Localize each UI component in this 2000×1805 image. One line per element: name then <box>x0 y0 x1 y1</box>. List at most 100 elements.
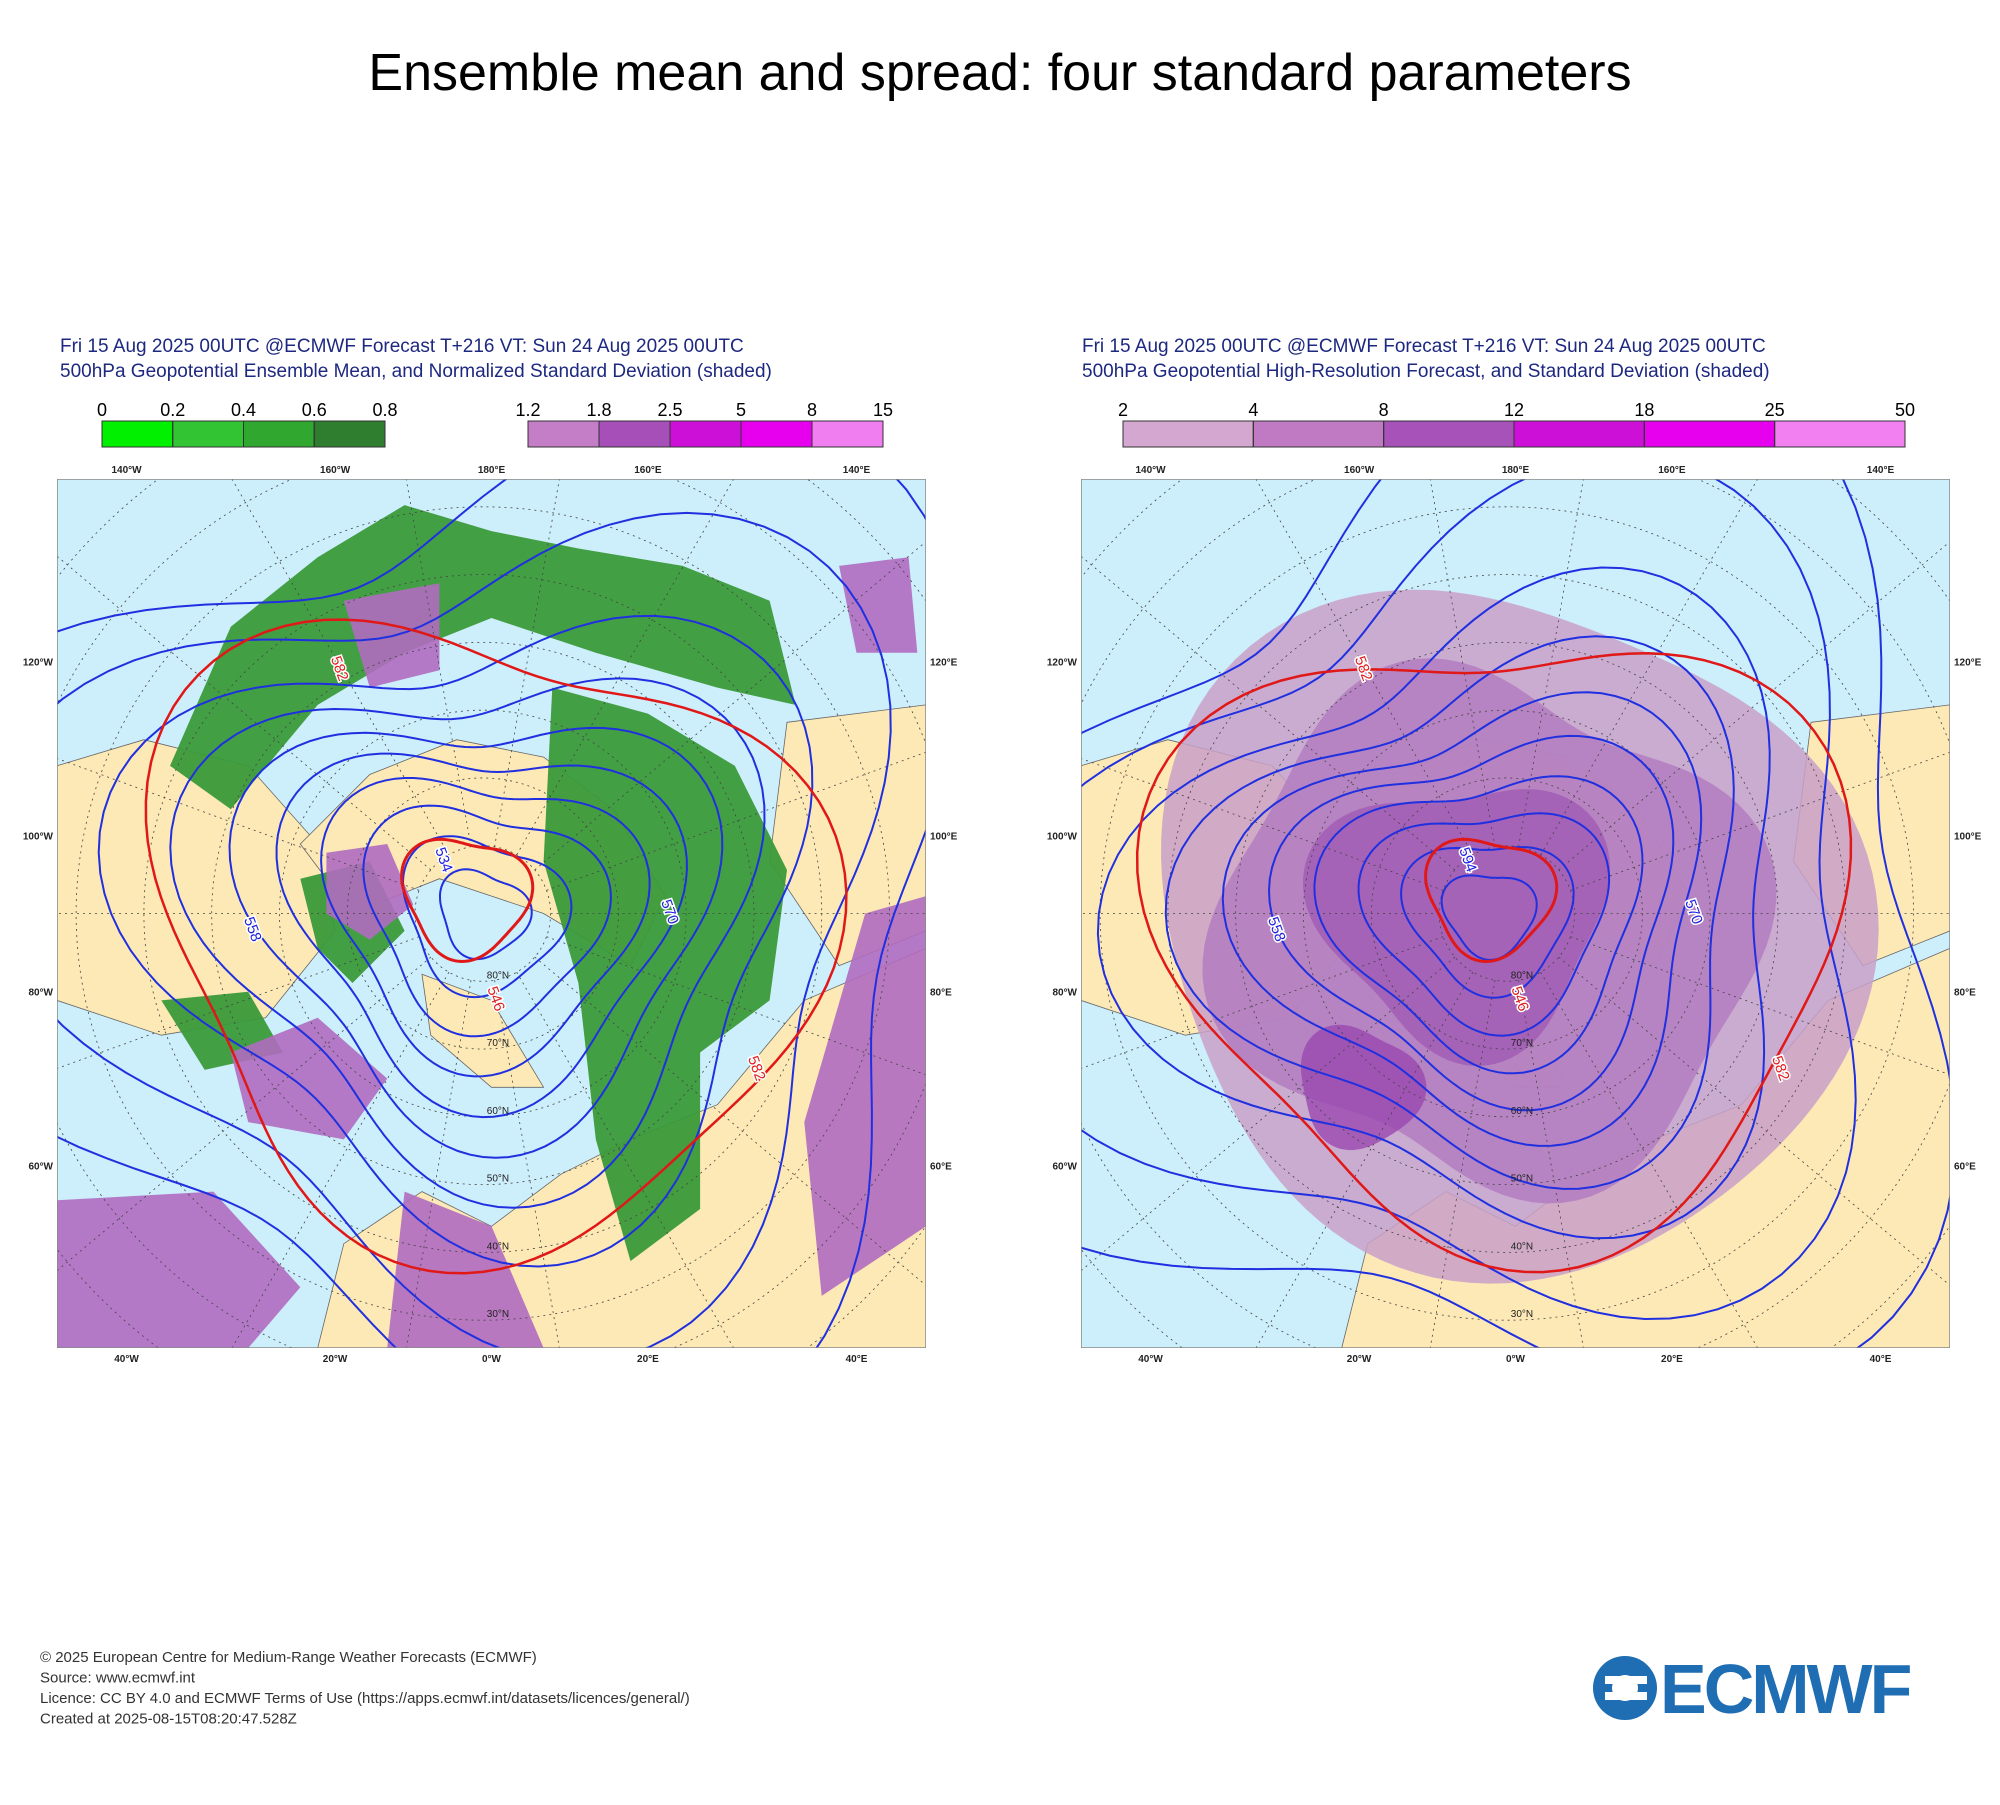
longitude-label: 140°W <box>111 465 142 476</box>
colorbar-tick-label: 15 <box>873 400 893 420</box>
latitude-circle <box>1099 506 1914 1321</box>
map: 58257055854659458280°N70°N60°N50°N40°N30… <box>1081 479 1950 1388</box>
footer-line: © 2025 European Centre for Medium-Range … <box>40 1649 537 1666</box>
meridian <box>57 956 432 1272</box>
longitude-label: 80°W <box>1052 988 1077 999</box>
meridian <box>1570 936 1950 1076</box>
longitude-label: 40°W <box>1138 1354 1163 1365</box>
longitude-label: 80°E <box>1954 988 1976 999</box>
meridian <box>516 479 735 855</box>
map: 58257055854653458280°N70°N60°N50°N40°N30… <box>57 479 926 1388</box>
meridian <box>405 479 472 847</box>
latitude-label: 20°N <box>487 1377 509 1388</box>
meridian <box>1255 972 1474 1348</box>
logo-text: ECMWF <box>1660 1650 1911 1728</box>
latitude-label: 80°N <box>1511 970 1533 981</box>
longitude-label: 40°E <box>1870 1354 1892 1365</box>
meridian <box>1540 479 1759 855</box>
panel-header: Fri 15 Aug 2025 00UTC @ECMWF Forecast T+… <box>1082 336 1766 357</box>
longitude-label: 160°W <box>1344 465 1375 476</box>
longitude-label: 160°W <box>320 465 351 476</box>
meridian <box>546 751 926 891</box>
meridian <box>546 936 926 1076</box>
longitude-label: 160°E <box>1658 465 1686 476</box>
colorbar-tick-label: 0.2 <box>160 400 185 420</box>
colorbar-segment <box>1383 420 1515 448</box>
meridian <box>57 936 420 1069</box>
longitude-label: 80°E <box>930 988 952 999</box>
shading-normalized <box>543 687 787 1262</box>
contour-red <box>144 618 848 1275</box>
colorbar-segment <box>811 420 884 448</box>
meridian <box>1081 555 1456 871</box>
latitude-label: 60°N <box>487 1106 509 1117</box>
logo: ECMWF <box>1593 1650 1914 1728</box>
footer-line: Created at 2025-08-15T08:20:47.528Z <box>40 1711 297 1728</box>
latitude-circle <box>75 506 890 1321</box>
latitude-label: 80°N <box>487 970 509 981</box>
colorbar-tick-label: 18 <box>1634 400 1654 420</box>
meridian <box>1570 751 1950 891</box>
longitude-label: 100°W <box>1047 831 1078 842</box>
longitude-label: 60°E <box>930 1162 952 1173</box>
logo-mark <box>1612 1675 1638 1701</box>
panel-header: Fri 15 Aug 2025 00UTC @ECMWF Forecast T+… <box>60 336 744 357</box>
contour-blue <box>1440 874 1538 961</box>
contour-blue <box>57 511 892 1348</box>
panel-header: 500hPa Geopotential Ensemble Mean, and N… <box>60 361 772 382</box>
colorbar-tick-label: 1.2 <box>515 400 540 420</box>
colorbar-tick-label: 8 <box>807 400 817 420</box>
colorbar-tick-label: 0.4 <box>231 400 256 420</box>
contour-blue <box>1313 775 1644 1075</box>
contour-blue <box>275 752 688 1119</box>
meridian <box>1518 479 1584 847</box>
colorbar-tick-label: 4 <box>1248 400 1258 420</box>
longitude-label: 0°W <box>1506 1354 1526 1365</box>
colorbar-segment <box>598 420 671 448</box>
longitude-label: 140°E <box>1867 465 1895 476</box>
colorbar-segment <box>740 420 813 448</box>
latitude-label: 40°N <box>1511 1241 1533 1252</box>
contour-red <box>400 837 535 964</box>
shading-spread <box>57 1191 301 1348</box>
latitude-label: 30°N <box>487 1309 509 1320</box>
colorbar-segment <box>1122 420 1254 448</box>
colorbar-tick-label: 50 <box>1895 400 1915 420</box>
longitude-label: 80°W <box>28 988 53 999</box>
longitude-label: 20°E <box>637 1354 659 1365</box>
longitude-label: 20°E <box>1661 1354 1683 1365</box>
contour-blue <box>97 614 814 1268</box>
colorbar-tick-label: 2.5 <box>657 400 682 420</box>
meridian <box>1540 972 1759 1348</box>
contour-blue <box>228 726 724 1159</box>
map-panel: Fri 15 Aug 2025 00UTC @ECMWF Forecast T+… <box>23 336 958 1388</box>
longitude-label: 180°E <box>478 465 506 476</box>
longitude-label: 160°E <box>634 465 662 476</box>
meridian <box>534 956 926 1286</box>
contour-red <box>1135 652 1853 1274</box>
contour-blue <box>1221 691 1703 1147</box>
longitude-label: 120°E <box>930 657 958 668</box>
colorbar-tick-label: 5 <box>736 400 746 420</box>
longitude-label: 140°E <box>843 465 871 476</box>
contour-blue <box>1357 812 1611 1037</box>
latitude-label: 20°N <box>1511 1377 1533 1388</box>
colorbar-tick-label: 0 <box>97 400 107 420</box>
colorbar-segment <box>172 420 244 448</box>
colorbar-segment <box>1252 420 1385 448</box>
meridian <box>57 555 432 871</box>
shading-spread <box>1303 789 1610 1066</box>
meridian <box>1255 479 1474 855</box>
meridian <box>1429 980 1496 1348</box>
meridian <box>57 758 420 891</box>
contour-blue <box>320 777 651 1078</box>
colorbar-tick-label: 2 <box>1118 400 1128 420</box>
longitude-label: 100°E <box>930 831 958 842</box>
longitude-label: 180°E <box>1502 465 1530 476</box>
longitude-label: 140°W <box>1135 465 1166 476</box>
meridian <box>1558 541 1950 871</box>
shading-spread <box>387 1191 544 1348</box>
longitude-label: 20°W <box>1347 1354 1372 1365</box>
longitude-label: 40°W <box>114 1354 139 1365</box>
longitude-label: 120°W <box>1047 657 1078 668</box>
